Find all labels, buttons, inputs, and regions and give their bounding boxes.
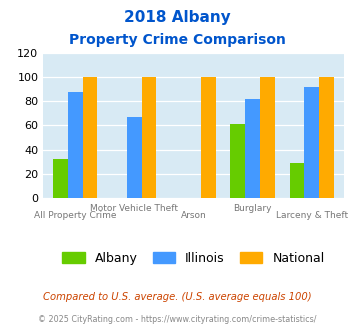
Bar xyxy=(304,87,319,198)
Text: Motor Vehicle Theft: Motor Vehicle Theft xyxy=(90,204,178,213)
Text: Larceny & Theft: Larceny & Theft xyxy=(276,211,348,220)
Bar xyxy=(53,159,68,198)
Text: Property Crime Comparison: Property Crime Comparison xyxy=(69,33,286,47)
Bar xyxy=(68,91,83,198)
Text: 2018 Albany: 2018 Albany xyxy=(124,10,231,25)
Bar xyxy=(82,77,97,198)
Bar xyxy=(230,124,245,198)
Bar xyxy=(319,77,334,198)
Bar xyxy=(142,77,157,198)
Text: All Property Crime: All Property Crime xyxy=(34,211,116,220)
Bar xyxy=(260,77,275,198)
Text: Arson: Arson xyxy=(181,211,206,220)
Bar xyxy=(127,117,142,198)
Bar xyxy=(290,163,305,198)
Bar xyxy=(201,77,216,198)
Text: Burglary: Burglary xyxy=(233,204,272,213)
Legend: Albany, Illinois, National: Albany, Illinois, National xyxy=(58,247,329,270)
Bar xyxy=(245,99,260,198)
Text: © 2025 CityRating.com - https://www.cityrating.com/crime-statistics/: © 2025 CityRating.com - https://www.city… xyxy=(38,315,317,324)
Text: Compared to U.S. average. (U.S. average equals 100): Compared to U.S. average. (U.S. average … xyxy=(43,292,312,302)
